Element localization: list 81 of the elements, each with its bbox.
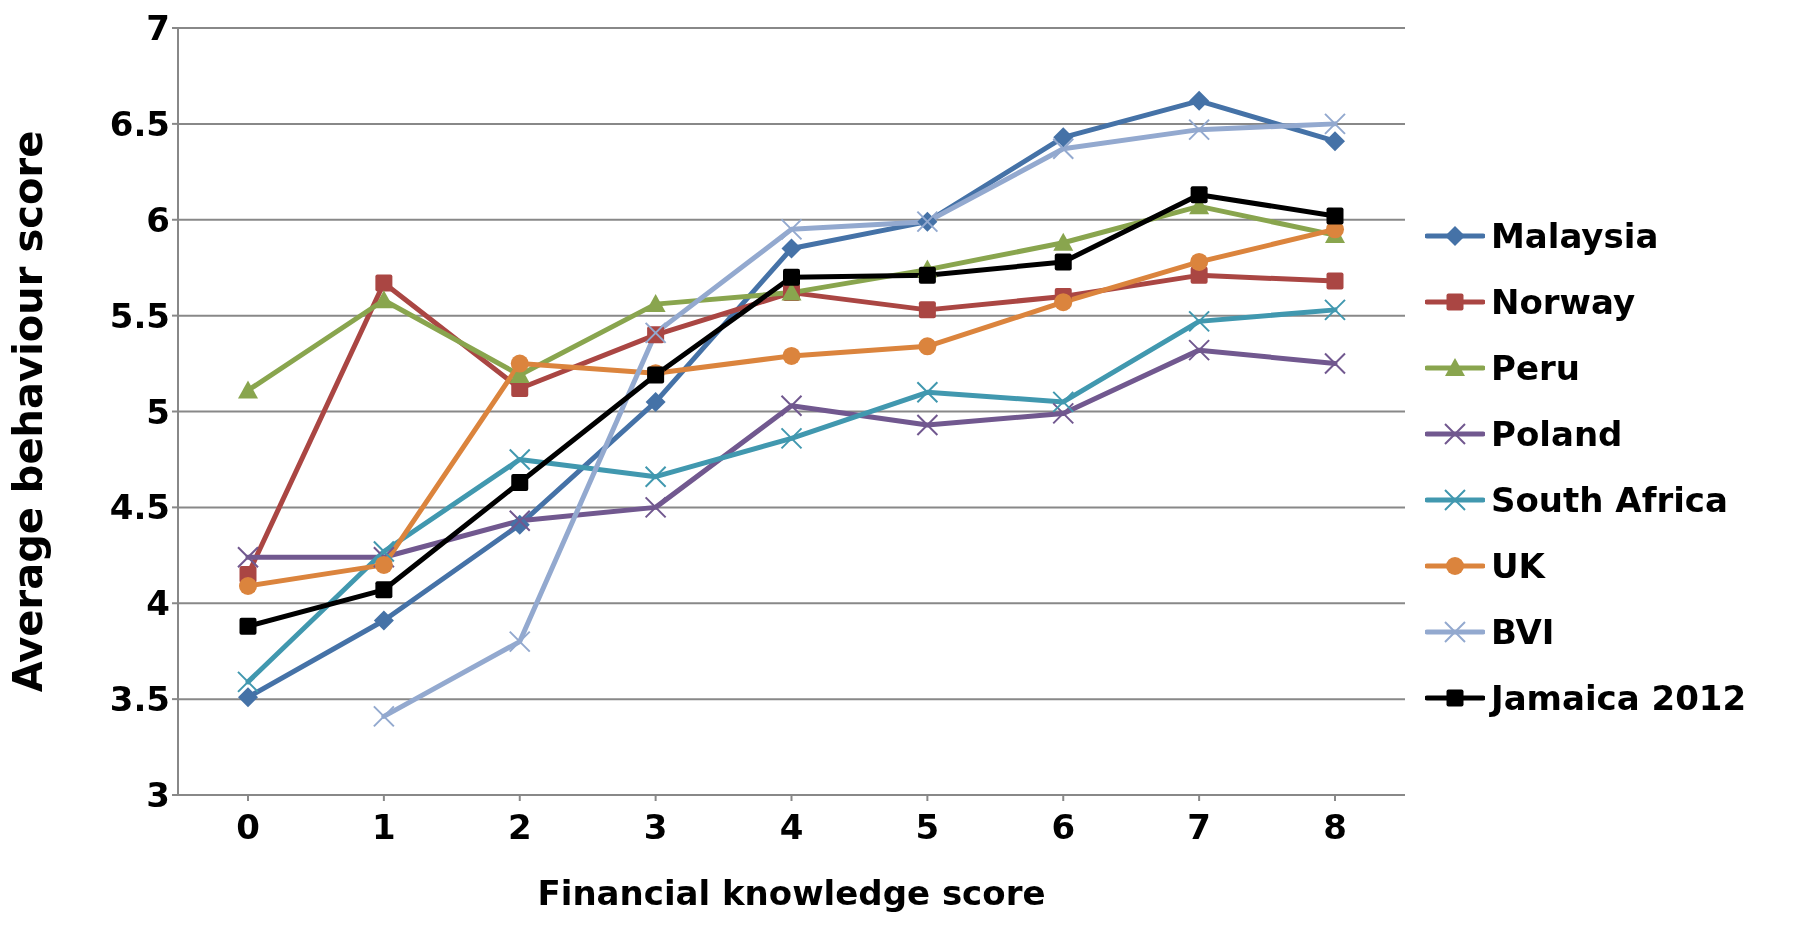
y-tick-label: 5.5 [109, 295, 170, 336]
point [1188, 339, 1211, 362]
x-tick-label: 4 [779, 807, 804, 848]
legend-label: Norway [1491, 281, 1636, 322]
point [374, 555, 393, 574]
point [783, 268, 800, 286]
point [918, 337, 937, 356]
point [372, 540, 395, 563]
point [238, 380, 258, 399]
point [237, 670, 259, 693]
point [918, 266, 936, 284]
point [1326, 272, 1344, 290]
x-tick-label: 2 [507, 807, 532, 848]
point [239, 576, 257, 595]
point [1324, 112, 1346, 135]
x-tick-label: 0 [236, 807, 260, 848]
point [1054, 293, 1073, 312]
point [373, 290, 394, 309]
point [644, 496, 667, 519]
point [239, 617, 257, 635]
point [508, 630, 531, 653]
y-tick-label: 7 [146, 8, 170, 49]
y-tick-label: 4 [146, 583, 170, 624]
x-tick-label: 1 [372, 807, 396, 848]
point [1188, 310, 1211, 333]
point [1325, 131, 1345, 152]
point [1324, 298, 1346, 321]
point [780, 394, 803, 417]
x-tick-label: 3 [643, 807, 668, 848]
x-tick-label: 5 [915, 807, 940, 848]
point [918, 301, 936, 319]
legend-label: Malaysia [1491, 215, 1659, 256]
point [508, 509, 531, 532]
point [916, 413, 939, 436]
point [644, 465, 667, 488]
y-tick-label: 3 [146, 775, 170, 816]
x-tick-label: 8 [1323, 807, 1347, 848]
point [1324, 352, 1346, 375]
point [510, 354, 529, 373]
point [1052, 390, 1075, 413]
point [1054, 253, 1072, 271]
point [237, 546, 259, 569]
point [781, 238, 802, 259]
legend-label: BVI [1491, 611, 1555, 652]
point [1053, 127, 1074, 148]
x-tick-label: 7 [1187, 807, 1211, 848]
point [645, 391, 666, 412]
point [238, 687, 258, 708]
legend-label: Peru [1491, 347, 1580, 388]
y-tick-label: 4.5 [109, 487, 170, 528]
point [1326, 207, 1344, 225]
legend-label: UK [1491, 545, 1545, 586]
y-axis-title: Average behaviour score [5, 130, 52, 693]
point [375, 274, 393, 292]
x-tick-label: 6 [1051, 807, 1076, 848]
point [508, 448, 531, 471]
point [373, 610, 394, 631]
legend-label: Jamaica 2012 [1491, 677, 1747, 718]
y-tick-label: 5 [146, 391, 170, 432]
point [780, 218, 803, 241]
point [375, 581, 393, 599]
y-tick-label: 3.5 [109, 679, 170, 720]
point [1053, 232, 1074, 251]
point [372, 705, 395, 728]
y-tick-label: 6 [146, 199, 170, 240]
point [644, 321, 667, 344]
point [1189, 90, 1210, 111]
point [782, 346, 801, 365]
point [1052, 402, 1075, 425]
x-axis-title: Financial knowledge score [537, 873, 1046, 913]
legend-label: South Africa [1491, 479, 1728, 520]
point [1190, 186, 1208, 204]
point [1190, 252, 1209, 271]
point [511, 473, 529, 491]
point [1188, 118, 1211, 141]
y-tick-label: 6.5 [109, 103, 170, 144]
legend-label: Poland [1491, 413, 1623, 454]
point [1052, 137, 1075, 160]
point [645, 294, 666, 313]
point [780, 427, 803, 450]
point [916, 381, 939, 404]
